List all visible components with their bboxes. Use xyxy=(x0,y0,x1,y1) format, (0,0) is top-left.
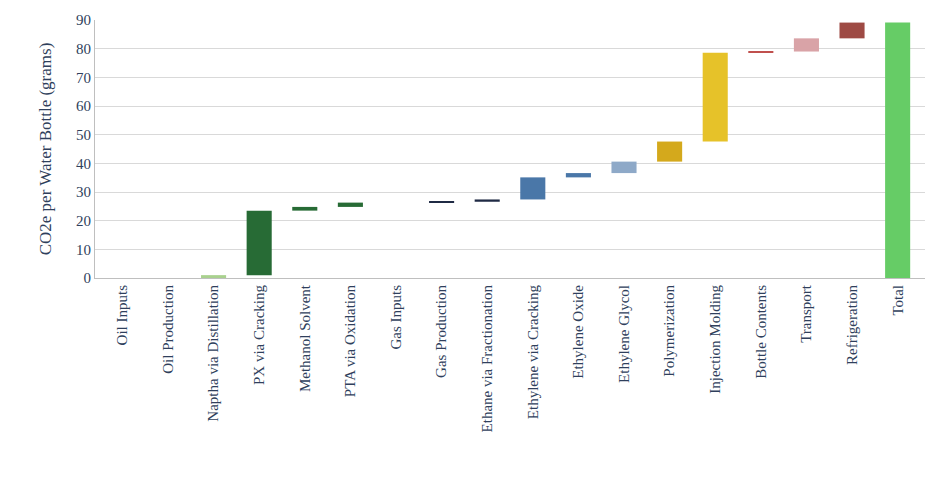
svg-text:Total: Total xyxy=(890,285,906,316)
svg-text:Methanol Solvent: Methanol Solvent xyxy=(297,284,313,392)
svg-text:50: 50 xyxy=(76,127,91,143)
svg-text:80: 80 xyxy=(76,41,91,57)
svg-text:60: 60 xyxy=(76,98,91,114)
svg-text:PTA via Oxidation: PTA via Oxidation xyxy=(342,285,358,398)
svg-text:Ethylene via Cracking: Ethylene via Cracking xyxy=(525,285,541,420)
svg-text:30: 30 xyxy=(76,184,91,200)
svg-text:Oil Inputs: Oil Inputs xyxy=(114,285,130,346)
svg-text:Gas Production: Gas Production xyxy=(433,285,449,378)
svg-text:0: 0 xyxy=(84,270,92,286)
svg-text:Ethylene Glycol: Ethylene Glycol xyxy=(616,285,632,383)
svg-text:Bottle Contents: Bottle Contents xyxy=(753,285,769,379)
svg-text:20: 20 xyxy=(76,213,91,229)
svg-text:Injection Molding: Injection Molding xyxy=(707,285,723,394)
svg-text:Gas Inputs: Gas Inputs xyxy=(388,285,404,350)
svg-text:40: 40 xyxy=(76,156,91,172)
svg-text:CO2e per Water Bottle (grams): CO2e per Water Bottle (grams) xyxy=(36,43,55,256)
svg-text:Ethylene Oxide: Ethylene Oxide xyxy=(570,285,586,379)
svg-text:Polymerization: Polymerization xyxy=(661,285,677,377)
svg-text:Refrigeration: Refrigeration xyxy=(844,285,860,365)
svg-text:PX via Cracking: PX via Cracking xyxy=(251,285,267,385)
svg-text:90: 90 xyxy=(76,12,91,28)
svg-text:10: 10 xyxy=(76,242,91,258)
svg-text:Oil Production: Oil Production xyxy=(160,285,176,374)
svg-text:70: 70 xyxy=(76,70,91,86)
svg-text:Naptha via Distillation: Naptha via Distillation xyxy=(205,285,221,422)
svg-text:Transport: Transport xyxy=(798,284,814,343)
svg-text:Ethane via Fractionation: Ethane via Fractionation xyxy=(479,285,495,433)
